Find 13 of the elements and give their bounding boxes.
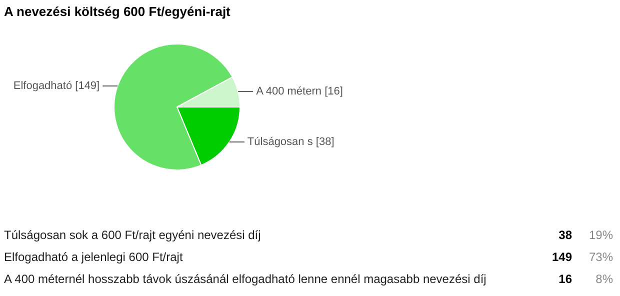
text: 149 [552, 250, 572, 264]
text: 16 [558, 272, 572, 286]
text: Túlságosan sok a 600 Ft/rajt egyéni nevezési díj [4, 228, 261, 242]
text: 38 [558, 228, 572, 242]
text: A 400 méternél hosszabb távok úszásánál elfogadható lenne ennél magasabb nevezési díj [4, 272, 486, 286]
data-label: A 400 métern [16] [256, 86, 343, 98]
text: 19% [588, 228, 614, 242]
data-label: Túlságosan s [38] [247, 136, 334, 148]
chart-title: A nevezési költség 600 Ft/egyéni-rajt [4, 4, 232, 19]
data-label: Elfogadható [149] [13, 80, 100, 92]
text: Elfogadható a jelenlegi 600 Ft/rajt [4, 250, 184, 264]
text: 73% [588, 250, 614, 264]
text: 8% [596, 272, 614, 286]
